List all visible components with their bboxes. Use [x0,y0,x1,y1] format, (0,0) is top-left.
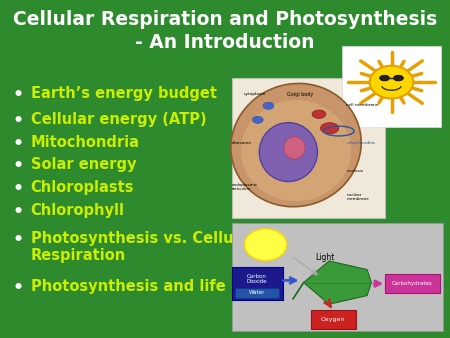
Ellipse shape [241,100,351,201]
Text: Cellular energy (ATP): Cellular energy (ATP) [31,112,206,126]
Ellipse shape [380,75,390,81]
FancyBboxPatch shape [232,78,385,218]
FancyBboxPatch shape [342,46,441,127]
Circle shape [244,229,287,261]
Text: Oxygen: Oxygen [321,317,346,322]
Text: Carbon
Dioxide: Carbon Dioxide [247,274,267,284]
Text: Photosynthesis vs. Cellular
Respiration: Photosynthesis vs. Cellular Respiration [31,231,255,263]
Text: •: • [13,279,24,297]
Text: •: • [13,135,24,153]
Text: nuclear
membrane: nuclear membrane [346,193,369,201]
Text: Carbohydrates: Carbohydrates [392,281,433,286]
Text: •: • [13,86,24,104]
FancyBboxPatch shape [385,274,441,293]
Ellipse shape [263,102,274,109]
Text: Chlorophyll: Chlorophyll [31,203,125,218]
Ellipse shape [320,123,339,134]
Ellipse shape [312,110,326,118]
Text: Water: Water [249,290,266,295]
FancyBboxPatch shape [235,288,279,298]
Text: cell membrane: cell membrane [346,103,379,107]
Text: Chloroplasts: Chloroplasts [31,180,134,195]
Text: •: • [13,231,24,248]
Text: •: • [13,180,24,198]
Text: Light: Light [315,253,334,262]
Text: •: • [13,203,24,221]
Text: nucleus: nucleus [346,169,364,173]
Text: mitochondria: mitochondria [346,141,375,145]
FancyBboxPatch shape [232,223,443,331]
Text: Photosynthesis and life: Photosynthesis and life [31,279,225,294]
FancyBboxPatch shape [232,267,283,300]
Circle shape [370,66,413,98]
Text: Cellular Respiration and Photosynthesis
- An Introduction: Cellular Respiration and Photosynthesis … [13,10,437,52]
Text: cytoplasm: cytoplasm [244,92,266,96]
Text: endoplasmic
reticulum: endoplasmic reticulum [232,183,258,191]
Ellipse shape [259,123,317,182]
Text: Mitochondria: Mitochondria [31,135,140,150]
Ellipse shape [252,116,263,123]
Text: Solar energy: Solar energy [31,157,136,172]
FancyBboxPatch shape [311,310,356,329]
Polygon shape [304,261,371,304]
Text: •: • [13,112,24,129]
Ellipse shape [231,83,361,207]
Text: Earth’s energy budget: Earth’s energy budget [31,86,216,101]
Text: Golgi body: Golgi body [288,92,314,97]
Ellipse shape [284,137,305,159]
Ellipse shape [393,75,403,81]
Text: ribosome: ribosome [232,141,252,145]
Text: •: • [13,157,24,175]
